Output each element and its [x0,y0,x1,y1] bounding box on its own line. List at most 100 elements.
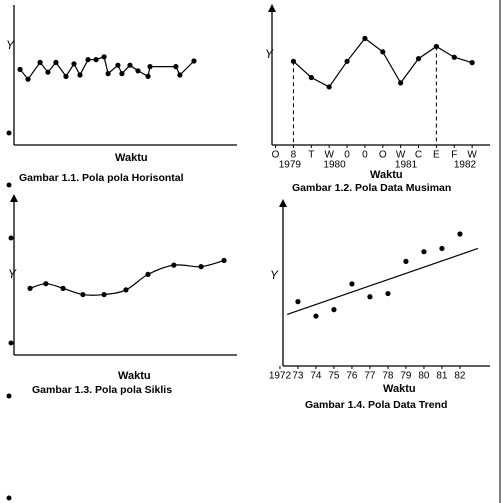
x-tick-label: 75 [328,371,340,382]
x-tick-label: 80 [418,371,430,382]
x-tick-label: 8 [291,150,297,161]
point [362,35,368,41]
point [77,72,83,78]
point [290,58,297,64]
x-tick-label: 79 [400,371,412,382]
x-tick-label: W [467,150,477,161]
x-tick-label: 74 [310,371,322,382]
point [37,59,43,65]
point [173,64,179,70]
x-tick-label: O [272,150,280,161]
scan-dot [8,235,14,241]
year-label: 1979 [279,160,302,171]
point [469,60,475,66]
year-label: 1982 [454,160,477,171]
x-axis-label: Waktu [118,370,151,382]
x-tick-label: 0 [362,150,368,161]
point [344,58,350,64]
scan-dot [6,130,12,136]
point [60,285,66,291]
point [367,294,373,300]
point [421,249,427,255]
point [295,299,301,305]
point [403,258,409,264]
caption: Gambar 1.2. Pola Data Musiman [292,182,451,194]
point [80,291,86,298]
point [115,62,121,68]
point [221,257,227,264]
point [349,281,355,287]
year-label: 1980 [323,160,346,171]
x-axis-label: Waktu [383,383,416,395]
point [101,291,107,298]
axis-arrow [268,4,276,12]
point [27,285,33,291]
point [135,68,141,74]
x-tick-label: T [308,150,314,161]
point [385,290,391,297]
point [198,264,204,270]
y-axis-label: Y [6,38,15,52]
x-tick-label: 78 [382,371,394,382]
scan-dots [6,0,501,503]
point [191,58,197,64]
scan-dot [6,182,12,188]
point [331,307,337,313]
x-tick-label: 0 [344,150,350,161]
point [145,73,151,79]
point [127,62,133,68]
point [147,64,153,70]
point [171,262,177,268]
point [326,84,332,90]
x-tick-label: W [324,150,334,161]
x-tick-label: 76 [346,371,358,382]
point [398,80,404,86]
point [63,73,69,79]
x-axis-label: Waktu [115,152,148,164]
scan-dot [8,340,14,346]
year-label: 1981 [395,160,418,171]
point [433,43,439,50]
point [85,57,91,63]
x-tick-label: C [415,150,422,161]
point [313,313,319,319]
trend-line [286,247,479,316]
axis-arrow [10,194,18,202]
point [177,72,183,78]
y-axis-label: Y [270,268,279,282]
point [380,49,386,55]
scan-dot [6,393,12,399]
x-tick-label: E [433,150,440,161]
axis-arrow [279,199,287,207]
point [25,76,31,82]
point [101,54,107,60]
x-tick-label: 82 [454,371,466,382]
caption: Gambar 1.3. Pola pola Siklis [32,384,172,396]
x-tick-label: 1972 [269,371,292,382]
caption: Gambar 1.4. Pola Data Trend [305,399,447,411]
point [53,59,59,65]
x-tick-label: 81 [436,371,448,382]
point [93,57,99,63]
x-tick-label: 73 [292,371,304,382]
series-line [293,37,473,88]
y-axis-label: Y [265,47,274,61]
x-tick-label: F [451,150,457,161]
caption: Gambar 1.1. Pola pola Horisontal [19,172,184,184]
point [145,271,151,277]
point [105,71,111,77]
point [439,245,445,252]
point [119,71,125,77]
point [17,66,23,72]
y-axis-label: Y [8,267,17,281]
point [123,287,129,293]
point [71,61,77,67]
point [308,74,314,81]
point [415,56,422,62]
x-axis-label: Waktu [370,169,403,181]
scan-dot [6,495,12,501]
point [43,281,49,287]
x-tick-label: 77 [364,371,376,382]
x-tick-label: O [379,150,387,161]
